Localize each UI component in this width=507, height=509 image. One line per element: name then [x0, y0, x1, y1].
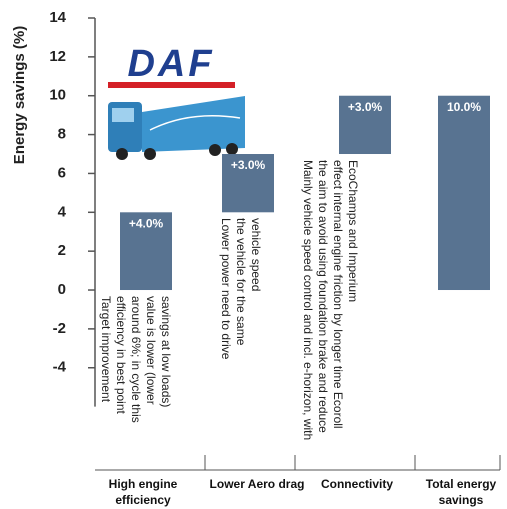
x-tick-label: Lower Aero drag: [209, 477, 305, 491]
x-tick-label: High engine efficiency: [108, 477, 178, 507]
wheel: [226, 143, 238, 155]
y-tick-label: 2: [58, 242, 66, 259]
data-label: +3.0%: [231, 158, 266, 172]
truck-window: [112, 108, 134, 122]
y-tick-label: -4: [53, 359, 67, 376]
data-label: +4.0%: [129, 216, 164, 230]
y-tick-label: 0: [58, 281, 66, 298]
y-tick-label: 10: [49, 87, 66, 104]
bar: [222, 154, 274, 213]
wheel: [144, 148, 156, 160]
data-label: +3.0%: [348, 100, 383, 114]
logo-stripe: [108, 82, 235, 88]
x-tick-label: Total energy savings: [425, 477, 497, 507]
truck-image: [108, 96, 245, 160]
bar: [120, 212, 172, 291]
y-tick-label: -2: [53, 320, 66, 337]
logo: DAF: [108, 43, 235, 88]
logo-text: DAF: [127, 43, 214, 85]
y-tick-label: 12: [49, 48, 66, 65]
truck-stripe: [149, 114, 241, 131]
y-tick-label: 14: [49, 9, 66, 26]
y-tick-label: 4: [58, 203, 67, 220]
y-axis-label: Energy savings (%): [11, 26, 28, 164]
x-tick-label: Connectivity: [320, 477, 393, 491]
data-label: 10.0%: [447, 100, 481, 114]
annotation: Lower power need to drive the vehicle fo…: [219, 218, 263, 360]
y-tick-label: 6: [58, 164, 66, 181]
bar: [438, 95, 490, 291]
y-tick-label: 8: [58, 126, 66, 143]
annotation: Mainly vehicle speed control and incl. e…: [301, 160, 360, 441]
annotation: Target improvement efficiency in best po…: [99, 296, 173, 423]
truck-trailer: [142, 96, 245, 152]
wheel: [116, 148, 128, 160]
wheel: [209, 144, 221, 156]
bar: [339, 95, 391, 155]
